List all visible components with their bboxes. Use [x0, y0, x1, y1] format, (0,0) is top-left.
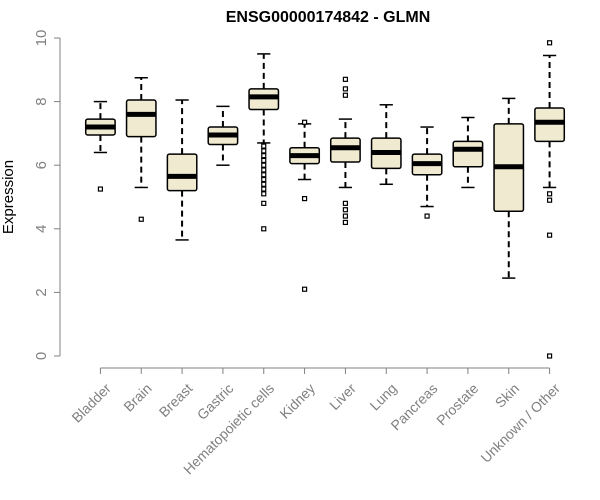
- x-tick-label: Prostate: [433, 380, 481, 428]
- iqr-box: [125, 99, 157, 138]
- outlier-point: [261, 226, 267, 232]
- outlier-point: [261, 172, 267, 178]
- plot-area: [84, 40, 566, 359]
- iqr-box: [452, 140, 484, 168]
- outlier-point: [261, 148, 267, 154]
- y-tick-label: 0: [33, 352, 50, 360]
- outlier-point: [261, 200, 267, 206]
- outlier-point: [546, 353, 553, 359]
- outlier-point: [342, 207, 349, 213]
- x-tick-label: Bladder: [68, 380, 114, 426]
- box-3: [207, 105, 239, 166]
- box-5: [289, 119, 321, 292]
- y-axis: 0 2 4 6 8 10: [33, 30, 61, 360]
- outlier-point: [342, 200, 349, 206]
- y-axis-label: Expression: [0, 160, 17, 234]
- box-11: [534, 40, 566, 359]
- outlier-point: [342, 76, 349, 82]
- outlier-point: [342, 92, 349, 98]
- box-2: [166, 99, 198, 241]
- x-tick-label: Brain: [120, 380, 154, 414]
- outlier-point: [342, 213, 349, 219]
- x-tick-label: Skin: [492, 380, 523, 411]
- x-tick-label: Breast: [156, 380, 196, 420]
- outlier-point: [261, 191, 267, 197]
- outlier-point: [261, 143, 267, 149]
- box-10: [493, 97, 525, 279]
- outlier-point: [301, 119, 308, 125]
- outlier-point: [342, 86, 349, 92]
- chart-title: ENSG00000174842 - GLMN: [226, 9, 431, 26]
- box-7: [370, 104, 402, 186]
- iqr-box: [166, 153, 198, 192]
- outlier-point: [261, 186, 267, 192]
- outlier-point: [261, 176, 267, 183]
- x-tick-label: Liver: [326, 380, 359, 413]
- y-tick-label: 4: [33, 225, 50, 233]
- y-tick-label: 10: [33, 30, 50, 47]
- outlier-point: [546, 232, 553, 238]
- y-tick-label: 8: [33, 97, 50, 105]
- outlier-point: [301, 195, 308, 202]
- outlier-point: [261, 153, 267, 159]
- outlier-point: [546, 191, 553, 197]
- outlier-point: [261, 157, 267, 164]
- outlier-point: [261, 167, 267, 173]
- box-6: [329, 76, 361, 226]
- box-0: [84, 100, 116, 192]
- x-tick-label: Kidney: [276, 380, 318, 422]
- outlier-point: [342, 219, 349, 226]
- outlier-point: [97, 186, 104, 192]
- box-1: [125, 77, 157, 222]
- box-8: [411, 126, 443, 219]
- box-4: [248, 53, 280, 232]
- outlier-point: [138, 216, 144, 222]
- y-tick-label: 6: [33, 161, 50, 169]
- outlier-point: [546, 197, 553, 203]
- outlier-point: [301, 286, 308, 292]
- box-9: [452, 116, 484, 189]
- outlier-point: [261, 181, 267, 187]
- outlier-point: [424, 213, 430, 219]
- outlier-point: [261, 162, 267, 168]
- y-tick-label: 2: [33, 288, 50, 296]
- x-tick-label: Lung: [366, 380, 399, 413]
- outlier-point: [546, 40, 553, 46]
